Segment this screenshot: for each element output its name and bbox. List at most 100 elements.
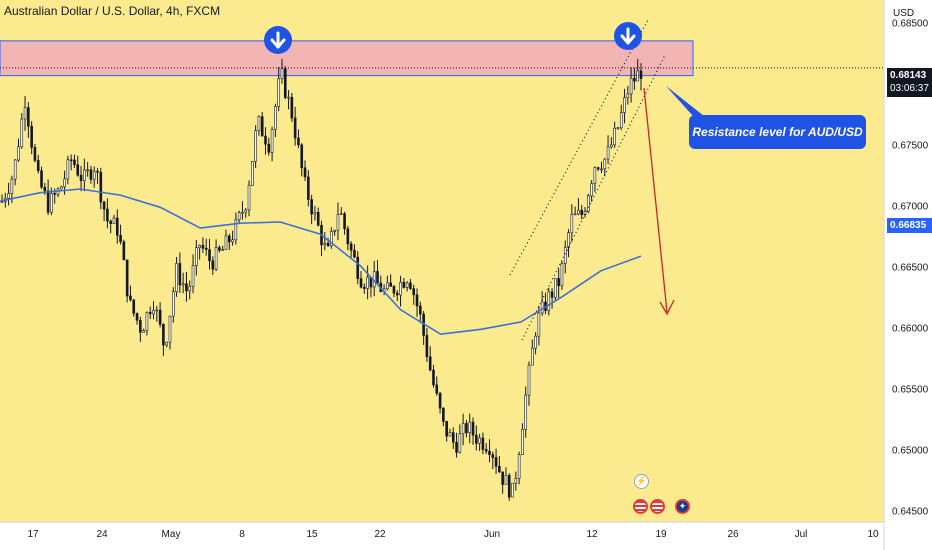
- candle: [181, 272, 185, 294]
- candle: [244, 207, 248, 219]
- candle-body: [102, 201, 106, 210]
- candle-body: [79, 174, 83, 181]
- candle: [254, 125, 257, 168]
- candle-body: [330, 231, 333, 247]
- candle: [343, 211, 346, 235]
- candle: [573, 206, 577, 216]
- candle: [198, 244, 201, 260]
- candle-body: [20, 118, 24, 148]
- candle-body: [86, 169, 89, 172]
- us-flag-icon[interactable]: [650, 499, 665, 514]
- candle: [201, 237, 205, 254]
- arrow-down-circle-icon[interactable]: [264, 26, 292, 54]
- candle: [92, 166, 96, 188]
- candle: [195, 239, 198, 276]
- candle: [168, 315, 172, 350]
- candle: [455, 432, 458, 458]
- candle: [27, 102, 30, 138]
- candle: [20, 113, 24, 149]
- x-tick-label: 17: [27, 529, 39, 540]
- candle-body: [323, 242, 327, 246]
- candle-body: [636, 70, 640, 82]
- candle-body: [274, 106, 277, 130]
- au-flag-icon[interactable]: ✦: [675, 499, 690, 514]
- candle-body: [125, 259, 129, 297]
- resistance-zone[interactable]: [0, 40, 694, 77]
- candle-body: [165, 341, 168, 346]
- x-tick-label: 24: [96, 529, 108, 540]
- candle: [231, 230, 234, 246]
- lightning-icon[interactable]: ⚡: [634, 474, 649, 489]
- candle: [83, 158, 86, 192]
- countdown-value: 03:06:37: [890, 83, 929, 94]
- candle: [504, 467, 508, 485]
- candle-body: [567, 232, 570, 248]
- candle: [524, 386, 528, 438]
- candle-body: [511, 482, 514, 498]
- projection-arrowhead: [659, 299, 675, 316]
- candle-body: [326, 242, 330, 247]
- candle: [395, 290, 399, 302]
- candle-body: [616, 127, 620, 130]
- candle-body: [109, 220, 112, 224]
- x-tick-label: May: [161, 529, 181, 540]
- candle: [346, 225, 350, 251]
- candle: [336, 202, 340, 241]
- candle: [475, 425, 478, 451]
- candle-body: [409, 282, 412, 289]
- candle: [531, 339, 534, 366]
- candle: [623, 88, 626, 124]
- candle: [491, 451, 495, 470]
- candle: [46, 179, 50, 216]
- candle-body: [399, 281, 402, 296]
- candle-body: [33, 147, 37, 161]
- candle-body: [112, 217, 116, 224]
- candle: [267, 137, 271, 156]
- candle-body: [198, 244, 201, 248]
- candle-body: [260, 116, 264, 137]
- candle: [297, 129, 300, 149]
- candle: [106, 198, 109, 229]
- candle: [125, 259, 129, 303]
- candle-body: [145, 312, 149, 331]
- candle: [577, 198, 580, 216]
- candle: [30, 121, 33, 155]
- candle: [96, 167, 99, 184]
- candle: [481, 432, 485, 455]
- resistance-callout[interactable]: Resistance level for AUD/USD: [689, 115, 866, 149]
- candle-body: [310, 199, 313, 215]
- candle: [461, 413, 465, 446]
- y-tick-label: 0.65500: [892, 384, 929, 396]
- candle-body: [610, 144, 613, 148]
- candle: [563, 240, 567, 274]
- candle-body: [534, 335, 537, 349]
- candle: [300, 143, 304, 177]
- candle: [36, 154, 40, 174]
- x-tick-label: Jun: [483, 529, 501, 540]
- candle: [102, 200, 106, 222]
- candle-body: [402, 281, 406, 288]
- candle: [86, 161, 89, 177]
- candle: [264, 127, 267, 155]
- arrow-down-circle-icon[interactable]: [614, 22, 642, 50]
- candle: [359, 271, 363, 289]
- candle: [366, 265, 369, 300]
- candle-body: [168, 315, 172, 343]
- candle: [211, 256, 215, 275]
- candle: [636, 58, 640, 82]
- candle-body: [267, 143, 271, 153]
- candle-body: [221, 249, 224, 251]
- candle-body: [191, 265, 195, 287]
- candle-body: [623, 97, 626, 113]
- channel-upper-line: [509, 19, 649, 276]
- marker-arrow: [620, 27, 636, 45]
- y-tick-label: 0.65000: [892, 445, 929, 457]
- us-flag-icon[interactable]: [633, 499, 648, 514]
- candle-body: [468, 421, 472, 433]
- x-tick-label: 19: [655, 529, 667, 540]
- candle-body: [195, 247, 198, 266]
- candle: [478, 433, 481, 452]
- candle: [7, 182, 10, 206]
- candle: [412, 284, 416, 305]
